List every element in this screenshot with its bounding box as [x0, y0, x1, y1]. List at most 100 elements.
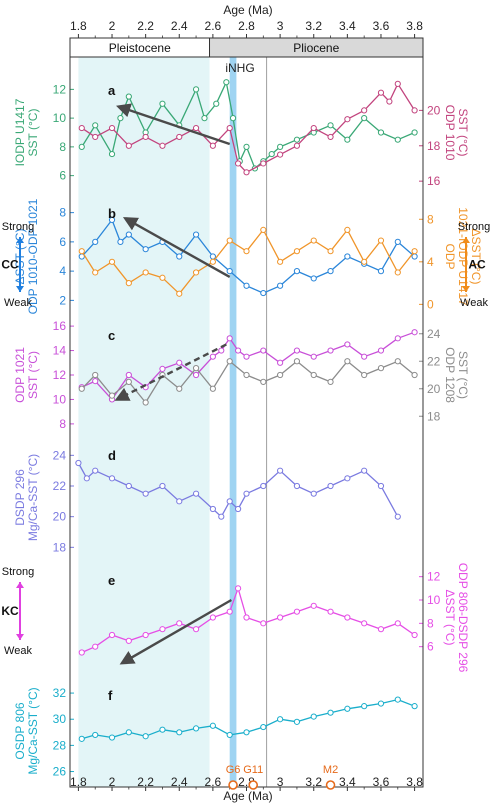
data-point-b-right — [293, 248, 301, 255]
data-point-b-left — [125, 231, 132, 238]
strong-label-cc: Strong — [2, 221, 34, 233]
left-tick-label-f: 30 — [53, 712, 67, 726]
data-point-f-left — [310, 713, 317, 720]
data-point-f-left — [108, 734, 116, 741]
left-tick-label-f: 28 — [53, 738, 67, 752]
left-tick-label-f: 32 — [53, 686, 67, 700]
data-point-c-right — [192, 365, 200, 372]
data-point-c-right — [411, 371, 418, 379]
right-tick-label-e: 10 — [427, 593, 441, 607]
data-point-a-right — [377, 89, 385, 96]
x-tick-label: 2.4 — [171, 775, 188, 789]
data-point-d-left — [344, 475, 351, 482]
left-tick-label-a: 10 — [53, 111, 67, 125]
panel-d: 18 20 22 24 DSDP 296 Mg/Ca-SST (°C) d — [13, 440, 401, 555]
left-axis-title-d: DSDP 296 — [13, 469, 27, 526]
data-point-c-right — [293, 358, 301, 365]
data-point-f-left — [377, 700, 385, 707]
data-point-f-left — [344, 705, 351, 712]
data-point-f-left — [411, 703, 418, 710]
x-tick-label: 2.4 — [171, 19, 188, 33]
epoch-label-pleistocene: Pleistocene — [109, 41, 171, 55]
panel-f: 26 28 30 32 OSDP 806 Mg/Ca-SST (°C) f — [13, 680, 418, 782]
data-point-a-left — [192, 86, 200, 93]
right-axis-title-b: ΔSST (°C) — [469, 229, 483, 285]
data-point-a-right — [327, 133, 334, 141]
data-point-c-left — [260, 347, 267, 354]
right-tick-label-e: 12 — [427, 570, 441, 584]
data-point-a-right — [226, 124, 233, 132]
data-point-a-left — [277, 143, 284, 150]
data-point-b-left — [108, 216, 116, 224]
data-point-a-left — [327, 122, 334, 129]
data-point-c-left — [209, 353, 216, 360]
data-point-b-right — [377, 237, 385, 244]
glacial-marker-dot — [228, 780, 238, 790]
data-point-f-left — [192, 725, 200, 732]
data-point-c-right — [78, 385, 85, 392]
x-tick-label: 2 — [109, 19, 116, 33]
right-tick-label-b: 0 — [427, 297, 434, 311]
trend-arrow-e — [119, 598, 232, 665]
data-point-c-left — [327, 347, 334, 354]
data-point-f-left — [293, 718, 301, 725]
data-point-e-right — [192, 626, 200, 633]
data-point-b-right — [361, 258, 368, 265]
data-point-a-left — [293, 136, 301, 143]
data-point-a-left — [213, 100, 220, 107]
data-point-a-left — [361, 115, 368, 122]
data-point-b-right — [192, 269, 200, 276]
left-tick-label-c: 8 — [59, 417, 66, 431]
data-point-f-left — [394, 696, 401, 703]
series-line-e-right — [81, 587, 415, 654]
arrow-head-down-ac — [462, 286, 470, 292]
data-point-f-left — [260, 723, 267, 731]
data-point-d-left — [159, 482, 166, 490]
x-tick-label: 3.8 — [406, 19, 423, 33]
x-tick-label: 3.6 — [373, 19, 390, 33]
data-point-e-right — [176, 620, 183, 627]
data-point-f-left — [327, 709, 334, 716]
data-point-d-left — [260, 482, 267, 490]
x-tick-label: 3.2 — [305, 775, 322, 789]
data-point-a-left — [117, 115, 124, 122]
data-point-c-left — [394, 335, 401, 342]
data-point-b-left — [192, 231, 200, 238]
data-point-d-left — [377, 482, 385, 490]
data-point-a-right — [176, 133, 183, 141]
data-point-c-left — [192, 371, 200, 379]
data-point-b-right — [394, 269, 401, 276]
data-point-c-right — [108, 392, 116, 399]
top-x-axis: 1.8 2 2.2 2.4 2.6 2.8 3 3.2 3.4 3.6 3.8 — [70, 19, 423, 38]
pleistocene-shading — [78, 57, 210, 787]
data-point-b-right — [226, 237, 233, 244]
glacial-markers: G6 G11 M2 — [226, 764, 338, 790]
panel-letter-e: e — [108, 573, 115, 588]
x-tick-label: 3.6 — [373, 775, 390, 789]
data-point-a-right — [209, 142, 216, 149]
left-axis-title-a: SST (°C) — [26, 109, 40, 157]
panel-letter-c: c — [108, 328, 115, 343]
left-tick-label-a: 8 — [59, 140, 66, 154]
x-tick-label: 3.4 — [339, 19, 356, 33]
data-point-c-left — [226, 335, 233, 342]
data-point-c-left — [277, 359, 284, 366]
right-axis-title-c: SST (°C) — [456, 351, 470, 399]
data-point-e-right — [377, 626, 385, 633]
right-tick-label-b: 8 — [427, 212, 434, 226]
data-point-b-right — [142, 269, 149, 276]
data-point-a-right — [411, 107, 418, 114]
arrow-head-up-kc — [16, 582, 24, 588]
right-tick-label-a: 16 — [427, 174, 441, 188]
data-point-b-right — [92, 269, 99, 276]
data-point-a-left — [229, 115, 237, 122]
current-code-ac: AC — [468, 258, 486, 272]
data-point-d-left — [92, 467, 99, 474]
data-point-c-right — [310, 371, 317, 379]
left-tick-label-b: 8 — [59, 206, 66, 220]
arrow-head-down-kc — [16, 634, 24, 640]
current-code-cc: CC — [1, 258, 19, 272]
data-point-a-left — [344, 136, 351, 143]
